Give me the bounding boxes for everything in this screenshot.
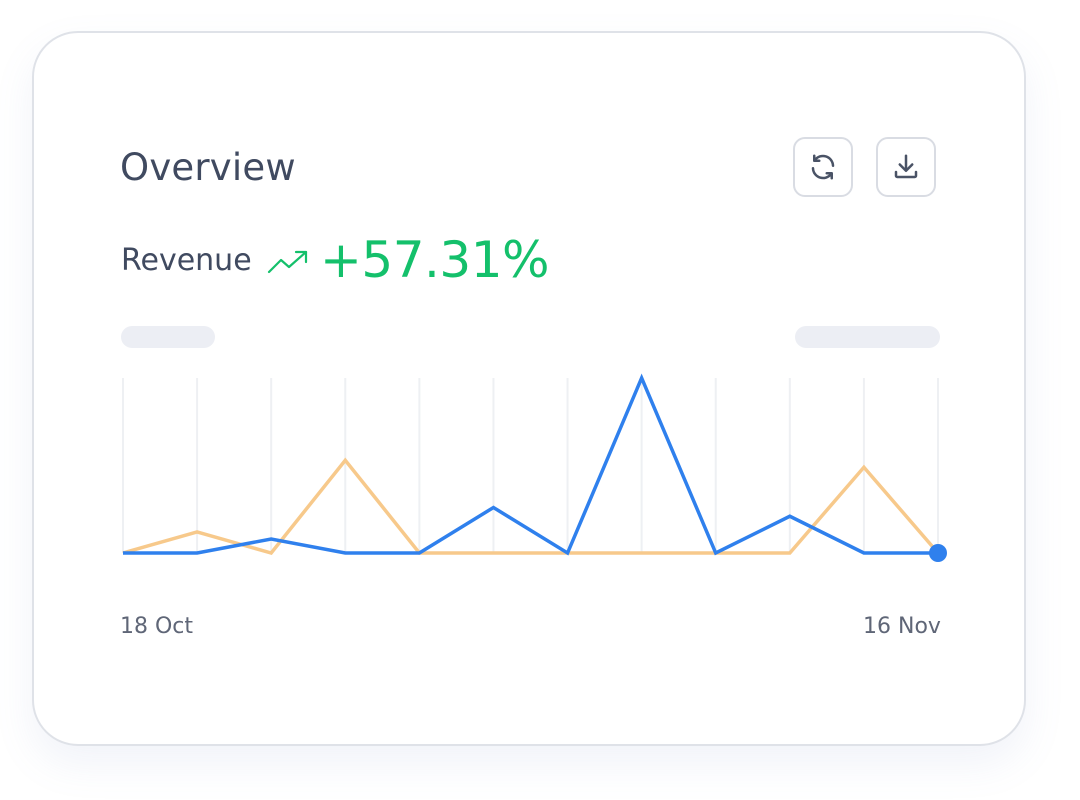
x-axis-label-end: 16 Nov	[863, 614, 941, 639]
refresh-icon	[811, 154, 835, 180]
x-axis-label-start: 18 Oct	[120, 614, 194, 639]
trend-up-icon	[267, 250, 308, 274]
loading-placeholder	[121, 326, 215, 348]
card-title: Overview	[120, 146, 296, 189]
download-icon	[894, 154, 918, 179]
metric-label: Revenue	[121, 243, 252, 278]
download-button[interactable]	[876, 137, 936, 197]
loading-placeholder	[795, 326, 940, 348]
refresh-button[interactable]	[793, 137, 853, 197]
metric-value: +57.31%	[320, 231, 550, 289]
